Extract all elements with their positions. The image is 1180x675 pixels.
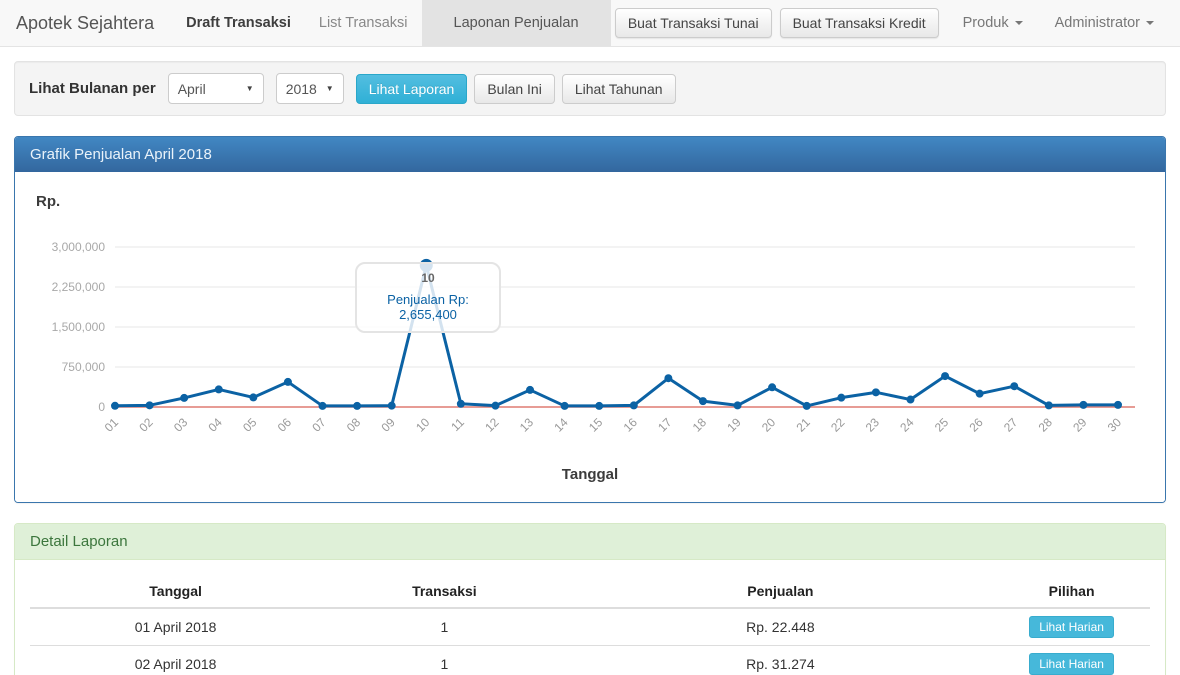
sales-line-chart[interactable]: 0 750,000 1,500,000 2,250,000 3,000,000 01 02 0… xyxy=(30,225,1150,456)
produk-dropdown[interactable]: Produk xyxy=(947,15,1039,31)
administrator-dropdown-label: Administrator xyxy=(1054,15,1140,31)
detail-report-panel: Detail Laporan Tanggal Transaksi Penjual… xyxy=(14,523,1166,675)
svg-text:23: 23 xyxy=(863,415,883,435)
svg-text:21: 21 xyxy=(793,415,813,435)
svg-text:15: 15 xyxy=(586,415,606,435)
svg-text:26: 26 xyxy=(966,415,986,435)
produk-dropdown-label: Produk xyxy=(962,15,1009,31)
svg-text:24: 24 xyxy=(897,415,917,435)
detail-report-table: Tanggal Transaksi Penjualan Pilihan 01 A… xyxy=(30,575,1150,675)
svg-text:27: 27 xyxy=(1001,415,1021,435)
chevron-down-icon xyxy=(1146,21,1154,25)
svg-text:28: 28 xyxy=(1036,415,1056,435)
table-header-row: Tanggal Transaksi Penjualan Pilihan xyxy=(30,575,1150,609)
cell-transaksi: 1 xyxy=(321,607,568,646)
nav-item-list-transaksi[interactable]: List Transaksi xyxy=(318,15,408,31)
svg-text:20: 20 xyxy=(759,415,779,435)
buat-transaksi-tunai-button[interactable]: Buat Transaksi Tunai xyxy=(614,8,772,38)
svg-text:09: 09 xyxy=(378,415,398,435)
sales-chart-panel: Grafik Penjualan April 2018 Rp. 0 750,000… xyxy=(14,136,1166,503)
svg-text:06: 06 xyxy=(275,415,295,435)
header-transaksi: Transaksi xyxy=(321,575,568,609)
svg-text:08: 08 xyxy=(344,415,364,435)
nav-item-draft-transaksi[interactable]: Draft Transaksi xyxy=(186,15,291,31)
cell-penjualan: Rp. 22.448 xyxy=(567,607,994,646)
svg-text:16: 16 xyxy=(621,415,641,435)
detail-panel-body: Tanggal Transaksi Penjualan Pilihan 01 A… xyxy=(15,560,1165,675)
cell-pilihan: Lihat Harian xyxy=(993,607,1150,646)
month-select[interactable]: April ▼ xyxy=(167,73,264,104)
detail-panel-title: Detail Laporan xyxy=(15,524,1165,560)
svg-text:18: 18 xyxy=(690,415,710,435)
chart-tooltip-label: 10 xyxy=(421,271,435,285)
select-arrow-icon: ▼ xyxy=(245,84,254,93)
navbar-right-group: Buat Transaksi Tunai Buat Transaksi Kred… xyxy=(614,0,1180,46)
year-select[interactable]: 2018 ▼ xyxy=(275,73,344,104)
header-penjualan: Penjualan xyxy=(567,575,994,609)
svg-text:05: 05 xyxy=(240,415,260,435)
lihat-harian-button[interactable]: Lihat Harian xyxy=(1029,653,1114,675)
svg-text:17: 17 xyxy=(655,415,675,435)
svg-text:19: 19 xyxy=(724,415,744,435)
svg-text:01: 01 xyxy=(102,415,122,435)
svg-text:22: 22 xyxy=(828,415,848,435)
svg-text:02: 02 xyxy=(136,415,156,435)
svg-text:29: 29 xyxy=(1070,415,1090,435)
table-row: 02 April 2018 1 Rp. 31.274 Lihat Harian xyxy=(30,645,1150,675)
filter-bar: Lihat Bulanan per April ▼ 2018 ▼ Lihat L… xyxy=(14,61,1166,116)
svg-text:1,500,000: 1,500,000 xyxy=(52,320,106,334)
svg-text:3,000,000: 3,000,000 xyxy=(52,240,106,254)
svg-text:10: 10 xyxy=(413,415,433,435)
y-axis-title: Rp. xyxy=(36,193,61,210)
lihat-tahunan-button[interactable]: Lihat Tahunan xyxy=(561,73,676,104)
svg-text:03: 03 xyxy=(171,415,191,435)
svg-text:04: 04 xyxy=(206,415,226,435)
svg-text:13: 13 xyxy=(517,415,537,435)
svg-text:11: 11 xyxy=(448,415,467,434)
page-content: Lihat Bulanan per April ▼ 2018 ▼ Lihat L… xyxy=(0,47,1180,675)
bulan-ini-button[interactable]: Bulan Ini xyxy=(474,73,555,104)
chevron-down-icon xyxy=(1014,21,1023,25)
header-tanggal: Tanggal xyxy=(30,575,322,609)
select-arrow-icon: ▼ xyxy=(325,84,334,93)
svg-text:25: 25 xyxy=(932,415,952,435)
svg-text:0: 0 xyxy=(98,400,105,414)
svg-text:2,250,000: 2,250,000 xyxy=(52,280,106,294)
top-navbar: Apotek Sejahtera Draft Transaksi List Tr… xyxy=(0,0,1180,47)
chart-tooltip: 10 Penjualan Rp: 2,655,400 xyxy=(355,262,501,333)
lihat-laporan-button[interactable]: Lihat Laporan xyxy=(355,73,468,104)
filter-label: Lihat Bulanan per xyxy=(29,80,156,97)
header-pilihan: Pilihan xyxy=(993,575,1150,609)
buat-transaksi-kredit-button[interactable]: Buat Transaksi Kredit xyxy=(779,8,939,38)
svg-text:750,000: 750,000 xyxy=(62,360,106,374)
cell-pilihan: Lihat Harian xyxy=(993,645,1150,675)
app-brand[interactable]: Apotek Sejahtera xyxy=(16,12,155,33)
lihat-harian-button[interactable]: Lihat Harian xyxy=(1029,616,1114,638)
nav-item-laporan-penjualan[interactable]: Laponan Penjualan xyxy=(421,0,611,46)
svg-text:12: 12 xyxy=(482,415,502,435)
chart-tooltip-value: Penjualan Rp: 2,655,400 xyxy=(387,292,469,322)
table-row: 01 April 2018 1 Rp. 22.448 Lihat Harian xyxy=(30,607,1150,646)
x-axis-title: Tanggal xyxy=(561,466,619,483)
cell-tanggal: 02 April 2018 xyxy=(30,645,322,675)
cell-tanggal: 01 April 2018 xyxy=(30,607,322,646)
month-select-value: April xyxy=(177,80,206,97)
chart-panel-body: Rp. 0 750,000 1,500,000 2,250,000 3,000,000 0… xyxy=(15,172,1165,502)
chart-panel-title: Grafik Penjualan April 2018 xyxy=(15,137,1165,172)
cell-transaksi: 1 xyxy=(321,645,568,675)
svg-text:07: 07 xyxy=(309,415,329,435)
administrator-dropdown[interactable]: Administrator xyxy=(1039,15,1170,31)
year-select-value: 2018 xyxy=(285,80,317,97)
svg-text:14: 14 xyxy=(551,415,571,435)
cell-penjualan: Rp. 31.274 xyxy=(567,645,994,675)
svg-text:30: 30 xyxy=(1105,415,1125,435)
